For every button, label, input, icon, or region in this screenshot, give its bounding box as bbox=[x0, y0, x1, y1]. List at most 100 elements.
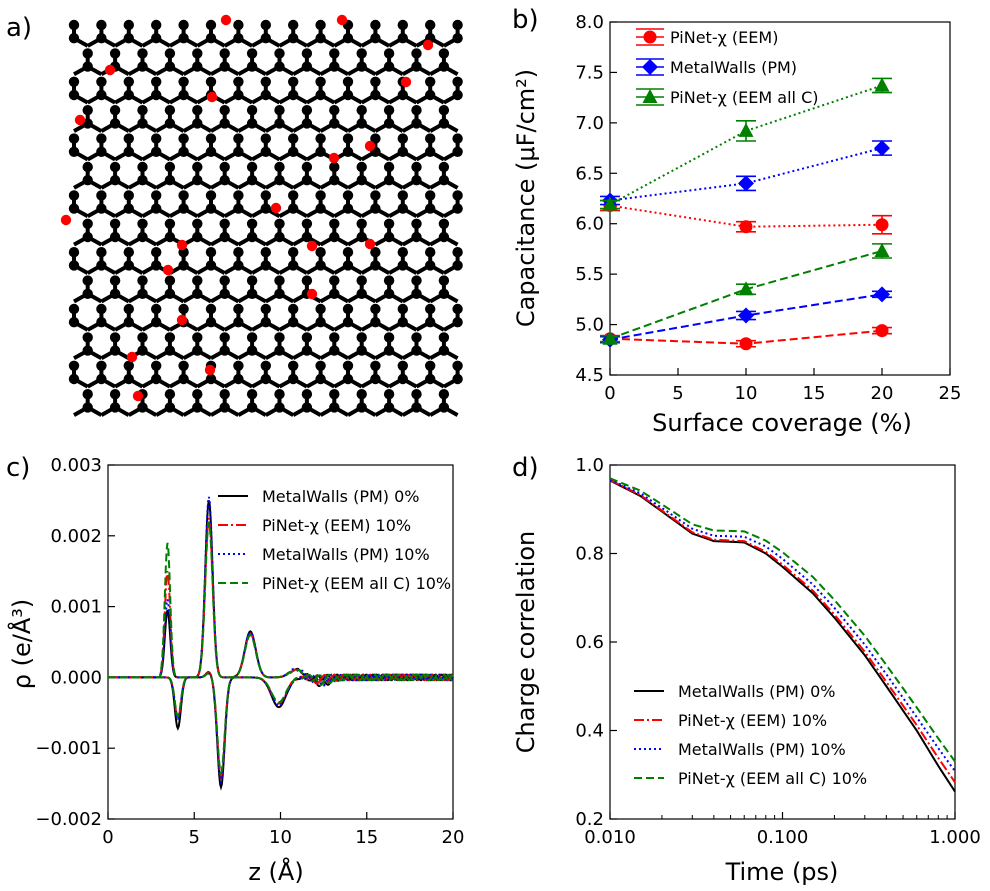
carbon-atom bbox=[438, 402, 450, 413]
carbon-atom bbox=[274, 402, 285, 413]
carbon-atom bbox=[397, 260, 408, 271]
y-tick-label: 4.5 bbox=[575, 365, 604, 386]
oxygen-atom bbox=[176, 239, 188, 251]
carbon-atom bbox=[109, 231, 121, 243]
legend-label: PiNet-χ (EEM) 10% bbox=[262, 516, 411, 535]
carbon-atom bbox=[342, 360, 354, 371]
circle-marker bbox=[875, 218, 889, 232]
oxygen-atom bbox=[176, 314, 188, 326]
carbon-atom bbox=[82, 218, 93, 229]
carbon-atom bbox=[192, 61, 203, 72]
carbon-atom bbox=[123, 247, 134, 258]
carbon-atom bbox=[192, 175, 203, 186]
triangle-marker bbox=[738, 122, 754, 137]
carbon-atom bbox=[96, 146, 107, 157]
carbon-atom bbox=[178, 303, 189, 315]
carbon-atom bbox=[301, 118, 313, 129]
carbon-atom bbox=[178, 33, 189, 44]
carbon-atom bbox=[356, 332, 367, 343]
carbon-atom bbox=[164, 389, 176, 400]
carbon-atom bbox=[96, 19, 107, 31]
carbon-atom bbox=[192, 345, 203, 356]
y-tick-label: 0.002 bbox=[50, 526, 102, 547]
diamond-marker bbox=[874, 140, 890, 157]
carbon-atom bbox=[192, 402, 203, 413]
carbon-atom bbox=[356, 275, 367, 286]
carbon-atom bbox=[68, 203, 80, 214]
carbon-atom bbox=[411, 402, 422, 413]
diamond-marker bbox=[738, 307, 754, 324]
legend-label: PiNet-χ (EEM all C) bbox=[670, 88, 818, 107]
carbon-atom bbox=[356, 118, 367, 129]
carbon-atom bbox=[342, 89, 354, 101]
carbon-atom bbox=[192, 231, 203, 243]
carbon-atom bbox=[151, 89, 162, 101]
panel-letter-a: a) bbox=[6, 13, 32, 43]
carbon-atom bbox=[109, 288, 121, 299]
x-tick-label: 5 bbox=[189, 827, 200, 848]
carbon-atom bbox=[315, 247, 326, 258]
density-line bbox=[108, 517, 454, 682]
carbon-atom bbox=[315, 89, 326, 101]
carbon-atom bbox=[137, 332, 148, 343]
carbon-atom bbox=[274, 231, 285, 243]
carbon-atom bbox=[96, 373, 107, 385]
carbon-atom bbox=[329, 61, 340, 72]
carbon-atom bbox=[288, 360, 299, 371]
carbon-atom bbox=[452, 19, 463, 31]
carbon-atom bbox=[246, 105, 258, 116]
carbon-atom bbox=[301, 48, 313, 59]
oxygen-atom bbox=[306, 288, 318, 300]
carbon-atom bbox=[397, 190, 408, 201]
carbon-atom bbox=[246, 275, 258, 286]
carbon-atom bbox=[383, 118, 395, 129]
carbon-atom bbox=[178, 133, 189, 144]
carbon-atom bbox=[68, 317, 80, 328]
carbon-atom bbox=[233, 303, 244, 315]
carbon-atom bbox=[164, 288, 176, 299]
carbon-atom bbox=[151, 260, 162, 271]
x-tick-label: 0 bbox=[604, 383, 615, 404]
carbon-atom bbox=[342, 317, 354, 328]
y-tick-label: −0.002 bbox=[35, 809, 102, 830]
carbon-atom bbox=[397, 133, 408, 144]
carbon-atom bbox=[274, 48, 285, 59]
y-tick-label: 5.0 bbox=[575, 315, 604, 336]
carbon-atom bbox=[452, 360, 463, 371]
x-axis-label: z (Å) bbox=[248, 857, 303, 886]
carbon-atom bbox=[109, 105, 121, 116]
x-tick-label: 10 bbox=[735, 383, 758, 404]
carbon-atom bbox=[425, 317, 436, 328]
x-tick-label: 25 bbox=[939, 383, 962, 404]
carbon-atom bbox=[164, 218, 176, 229]
oxygen-atom bbox=[126, 351, 138, 363]
carbon-atom bbox=[301, 61, 313, 72]
carbon-atom bbox=[438, 105, 450, 116]
carbon-atom bbox=[425, 19, 436, 31]
carbon-atom bbox=[452, 373, 463, 385]
y-tick-label: 5.5 bbox=[575, 264, 604, 285]
capacitance-chart: 0 5 10 15 20 25 4.5 5.0 5.5 6.0 6.5 7.0 7.5 8.0 PiNet… bbox=[512, 12, 961, 437]
carbon-atom bbox=[274, 275, 285, 286]
carbon-atom bbox=[425, 360, 436, 371]
carbon-atom bbox=[151, 247, 162, 258]
carbon-atom bbox=[123, 203, 134, 214]
carbon-atom bbox=[123, 373, 134, 385]
carbon-atom bbox=[96, 133, 107, 144]
oxygen-atom bbox=[220, 14, 232, 26]
carbon-atom bbox=[137, 288, 148, 299]
carbon-atom bbox=[438, 61, 450, 72]
oxygen-atom bbox=[422, 39, 434, 51]
carbon-atom bbox=[301, 332, 313, 343]
carbon-atom bbox=[246, 218, 258, 229]
carbon-atom bbox=[383, 288, 395, 299]
carbon-atom bbox=[164, 61, 176, 72]
carbon-atom bbox=[425, 203, 436, 214]
y-tick-label: 0.001 bbox=[50, 597, 102, 618]
x-tick-label: 5 bbox=[672, 383, 683, 404]
carbon-atom bbox=[219, 288, 230, 299]
carbon-atom bbox=[425, 89, 436, 101]
carbon-atom bbox=[370, 190, 381, 201]
carbon-atom bbox=[96, 33, 107, 44]
carbon-atom bbox=[205, 19, 217, 31]
